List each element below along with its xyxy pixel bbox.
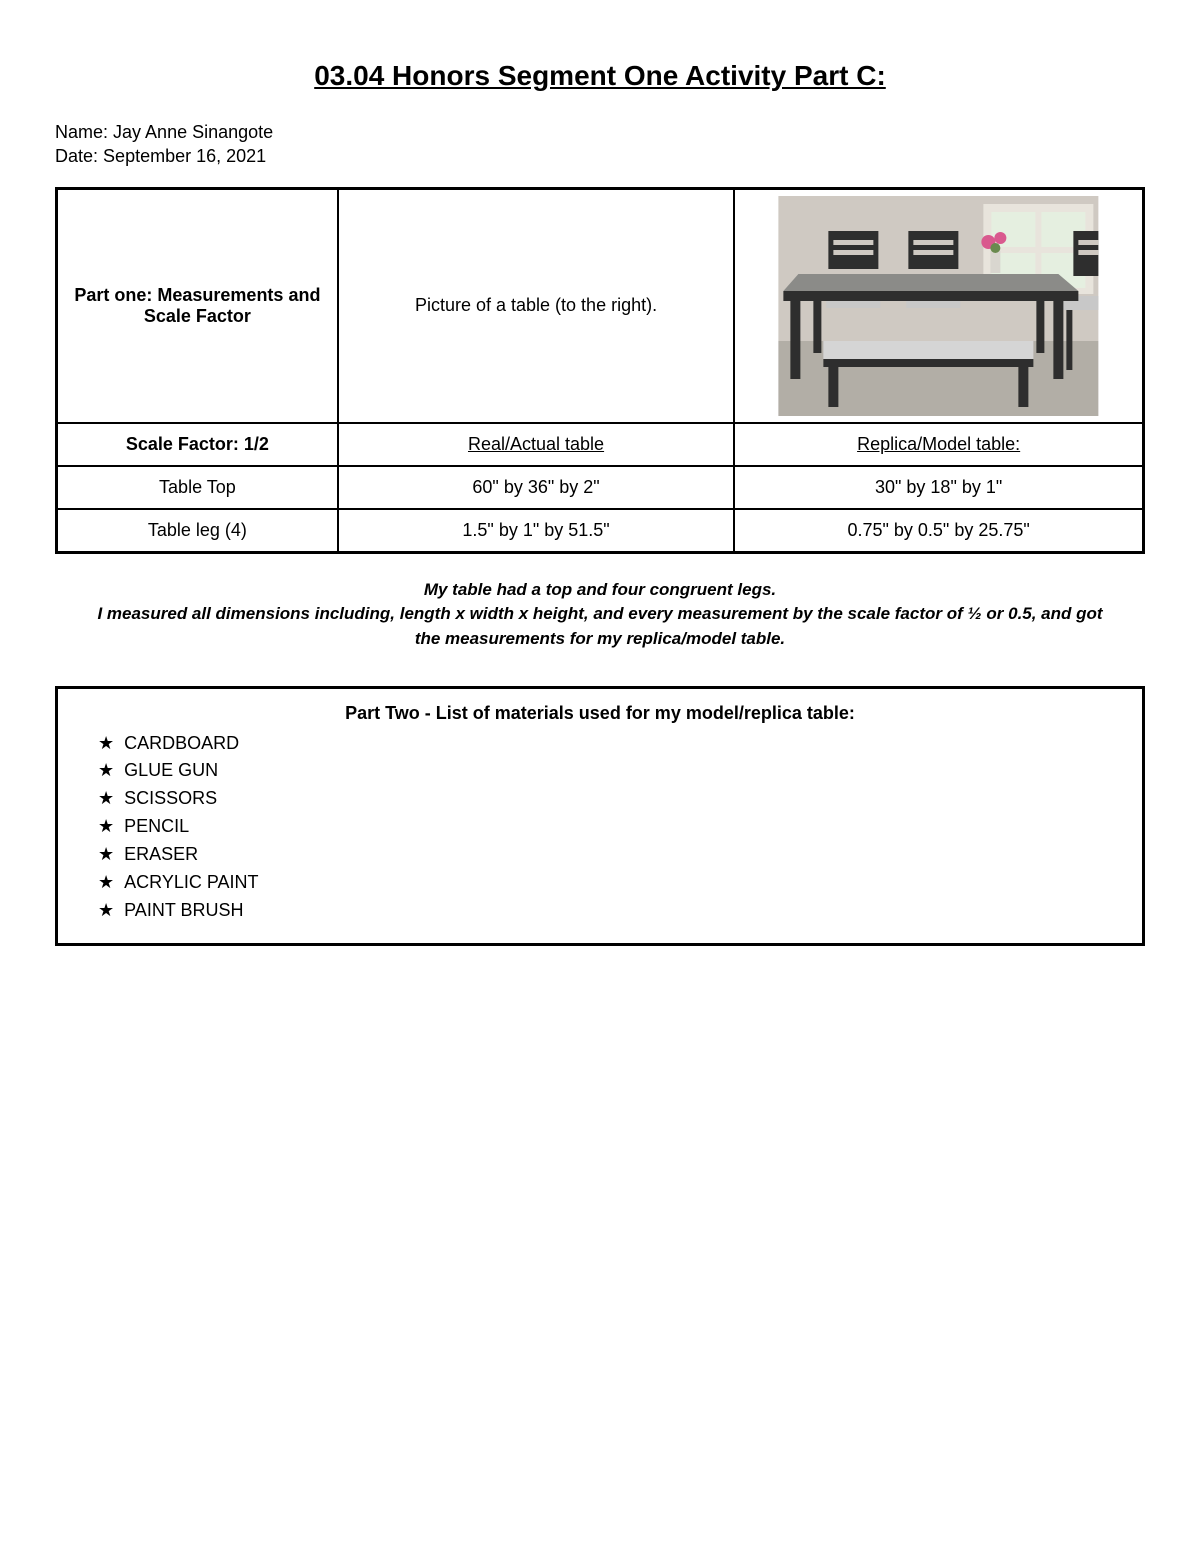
list-item: SCISSORS <box>98 785 1120 813</box>
list-item: PENCIL <box>98 813 1120 841</box>
list-item: PAINT BRUSH <box>98 897 1120 925</box>
description-notes: My table had a top and four congruent le… <box>85 578 1115 652</box>
col-real-header: Real/Actual table <box>338 423 734 466</box>
part-two-box: Part Two - List of materials used for my… <box>55 686 1145 946</box>
table-row: Table leg (4) 1.5" by 1" by 51.5" 0.75" … <box>57 509 1144 553</box>
scale-factor-label: Scale Factor: 1/2 <box>57 423 338 466</box>
part-one-label: Part one: Measurements and Scale Factor <box>57 188 338 423</box>
row-label: Table leg (4) <box>57 509 338 553</box>
list-item: GLUE GUN <box>98 757 1120 785</box>
measurements-table: Part one: Measurements and Scale Factor … <box>55 187 1145 554</box>
row-real: 1.5" by 1" by 51.5" <box>338 509 734 553</box>
document-page: 03.04 Honors Segment One Activity Part C… <box>0 0 1200 1553</box>
table-row: Table Top 60" by 36" by 2" 30" by 18" by… <box>57 466 1144 509</box>
note-line-1: My table had a top and four congruent le… <box>424 580 776 599</box>
name-label: Name: <box>55 122 108 142</box>
part-two-title: Part Two - List of materials used for my… <box>80 703 1120 724</box>
row-replica: 30" by 18" by 1" <box>734 466 1143 509</box>
row-replica: 0.75" by 0.5" by 25.75" <box>734 509 1143 553</box>
date-label: Date: <box>55 146 98 166</box>
list-item: ACRYLIC PAINT <box>98 869 1120 897</box>
page-title: 03.04 Honors Segment One Activity Part C… <box>55 60 1145 92</box>
dining-table-illustration <box>741 196 1136 416</box>
list-item: CARDBOARD <box>98 730 1120 758</box>
list-item: ERASER <box>98 841 1120 869</box>
materials-list: CARDBOARD GLUE GUN SCISSORS PENCIL ERASE… <box>80 730 1120 925</box>
row-label: Table Top <box>57 466 338 509</box>
note-line-2: I measured all dimensions including, len… <box>97 604 1102 648</box>
col-replica-header: Replica/Model table: <box>734 423 1143 466</box>
student-meta: Name: Jay Anne Sinangote Date: September… <box>55 120 1145 169</box>
table-picture-cell <box>734 188 1143 423</box>
name-value: Jay Anne Sinangote <box>113 122 273 142</box>
row-real: 60" by 36" by 2" <box>338 466 734 509</box>
picture-caption: Picture of a table (to the right). <box>338 188 734 423</box>
date-value: September 16, 2021 <box>103 146 266 166</box>
